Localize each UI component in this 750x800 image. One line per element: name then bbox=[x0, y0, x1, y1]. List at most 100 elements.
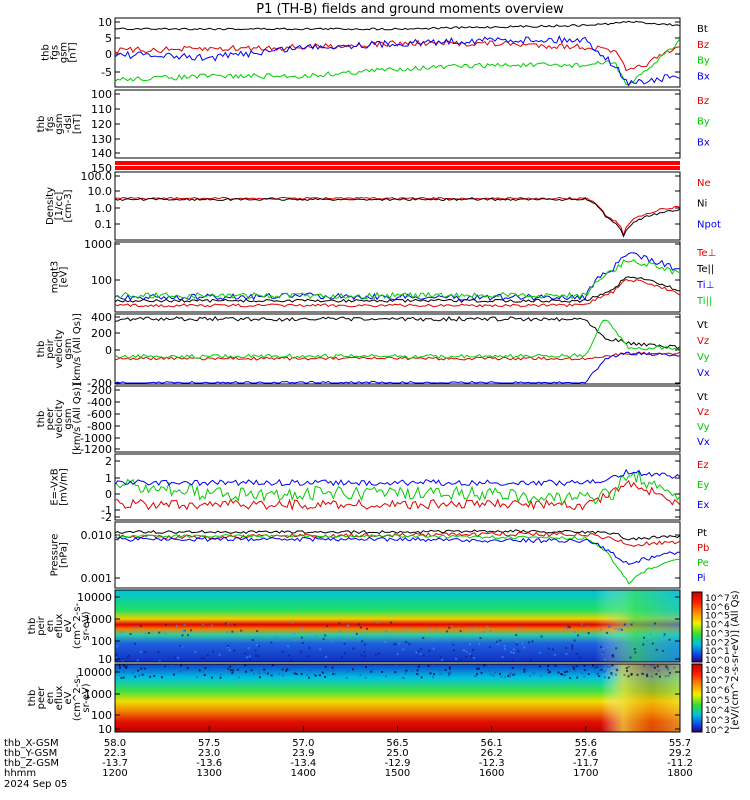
spectrogram-speck bbox=[546, 668, 549, 671]
spectrogram-speck bbox=[171, 664, 174, 667]
spectrogram-speck bbox=[372, 667, 375, 670]
spectrogram-speck bbox=[179, 645, 182, 648]
spectrogram-speck bbox=[603, 671, 606, 674]
spectrogram-speck bbox=[432, 664, 435, 667]
spectrogram-speck bbox=[123, 671, 126, 674]
y-tick-label: 100 bbox=[91, 635, 112, 648]
spectrogram-speck bbox=[470, 655, 473, 658]
y-tick-label: 1 bbox=[105, 472, 112, 485]
spectrogram-speck bbox=[165, 623, 168, 626]
spectrogram-speck bbox=[310, 668, 313, 671]
spectrogram-speck bbox=[652, 665, 655, 668]
x-value: 23.9 bbox=[292, 748, 314, 759]
spectrogram-speck bbox=[227, 646, 230, 649]
y-axis-label: [nT] bbox=[72, 114, 83, 134]
x-row-label: hhmm bbox=[4, 768, 36, 779]
spectrogram-speck bbox=[417, 665, 420, 668]
series-Ni bbox=[114, 197, 681, 238]
spectrogram-speck bbox=[318, 674, 321, 677]
spectrogram-speck bbox=[470, 627, 473, 630]
spectrogram-speck bbox=[587, 668, 590, 671]
spectrogram-speck bbox=[429, 666, 432, 669]
spectrogram-speck bbox=[164, 632, 167, 635]
spectrogram-speck bbox=[427, 665, 430, 668]
spectrogram-speck bbox=[404, 670, 407, 673]
y-tick-label: 1000 bbox=[84, 613, 112, 626]
spectrogram-speck bbox=[126, 656, 129, 659]
y-axis-label: [km/s (All Qs)] bbox=[72, 383, 83, 455]
y-axis-label: fgs bbox=[45, 116, 56, 131]
x-value: -13.6 bbox=[196, 758, 222, 769]
y-tick-label: -1200 bbox=[80, 443, 112, 456]
spectrogram-speck bbox=[593, 671, 596, 674]
colorbar-1 bbox=[691, 591, 703, 663]
colorbar-tick: 10^4 bbox=[705, 621, 730, 631]
colorbar-tick: 10^4 bbox=[705, 706, 730, 716]
spectrogram-speck bbox=[595, 666, 598, 669]
spectrogram-speck bbox=[476, 637, 479, 640]
spectrogram-speck bbox=[647, 648, 650, 651]
spectrogram-speck bbox=[619, 628, 622, 631]
spectrogram-speck bbox=[257, 655, 260, 658]
spectrogram-speck bbox=[607, 676, 610, 679]
spectrogram-speck bbox=[384, 675, 387, 678]
spectrogram-speck bbox=[507, 675, 510, 678]
spectrogram-speck bbox=[118, 666, 121, 669]
spectrogram-speck bbox=[587, 673, 590, 676]
spectrogram-speck bbox=[435, 627, 438, 630]
spectrogram-speck bbox=[523, 670, 526, 673]
spectrogram-speck bbox=[173, 656, 176, 659]
y-axis-label: eflux bbox=[54, 686, 65, 711]
spectrogram-speck bbox=[512, 673, 515, 676]
spectrogram-speck bbox=[594, 637, 597, 640]
spectrogram-speck bbox=[338, 630, 341, 633]
spectrogram-speck bbox=[326, 625, 329, 628]
y-tick-label: 1000 bbox=[84, 238, 112, 251]
spectrogram-speck bbox=[204, 667, 207, 670]
spectrogram-speck bbox=[668, 671, 671, 674]
spectrogram-speck bbox=[355, 632, 358, 635]
spectrogram-speck bbox=[604, 669, 607, 672]
spectrogram-speck bbox=[526, 669, 529, 672]
panels: 1050-5thbfgsgsm[nT]BtBzByBx1001101201301… bbox=[27, 16, 741, 736]
spectrogram-speck bbox=[455, 657, 458, 660]
spectrogram-speck bbox=[377, 652, 380, 655]
spectrogram-speck bbox=[508, 675, 511, 678]
y-tick-label: -200 bbox=[87, 384, 112, 397]
y-axis-label: eV bbox=[63, 691, 74, 704]
spectrogram-speck bbox=[518, 667, 521, 670]
y-axis-label: gsm bbox=[63, 338, 74, 359]
spectrogram-speck bbox=[308, 647, 311, 650]
spectrogram-speck bbox=[448, 666, 451, 669]
y-tick-label: 0 bbox=[105, 48, 112, 61]
spectrogram-speck bbox=[515, 633, 518, 636]
spectrogram-speck bbox=[359, 674, 362, 677]
spectrogram-speck bbox=[429, 672, 432, 675]
spectrogram-speck bbox=[610, 672, 613, 675]
spectrogram-speck bbox=[674, 642, 677, 645]
colorbar-tick: 10^6 bbox=[705, 686, 730, 696]
spectrogram-speck bbox=[395, 664, 398, 667]
spectrogram-speck bbox=[248, 655, 251, 658]
spectrogram-speck bbox=[547, 671, 550, 674]
spectrogram-speck bbox=[608, 625, 611, 628]
spectrogram-speck bbox=[244, 664, 247, 667]
spectrogram-speck bbox=[594, 666, 597, 669]
y-tick-label: 1.0 bbox=[95, 202, 113, 215]
spectrogram-speck bbox=[172, 673, 175, 676]
spectrogram-speck bbox=[404, 627, 407, 630]
spectrogram-speck bbox=[583, 675, 586, 678]
spectrogram-speck bbox=[612, 654, 615, 657]
spectrogram-speck bbox=[310, 636, 313, 639]
spectrogram-speck bbox=[282, 674, 285, 677]
spectrogram-speck bbox=[555, 666, 558, 669]
spectrogram-speck bbox=[308, 676, 311, 679]
spectrogram-speck bbox=[229, 665, 232, 668]
colorbar-tick: 10^8 bbox=[705, 666, 730, 676]
spectrogram-speck bbox=[319, 648, 322, 651]
spectrogram-speck bbox=[629, 656, 632, 659]
spectrogram-speck bbox=[469, 643, 472, 646]
spectrogram-speck bbox=[211, 667, 214, 670]
spectrogram-speck bbox=[488, 670, 491, 673]
series-Pb bbox=[114, 531, 681, 547]
